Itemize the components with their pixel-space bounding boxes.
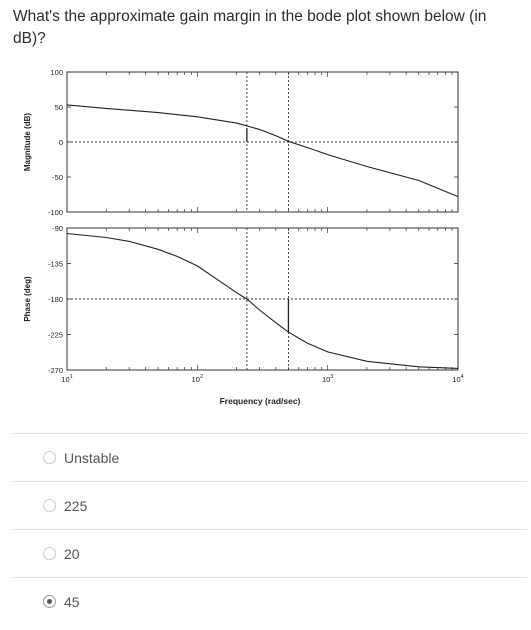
magnitude-panel: 100 50 0 -50 -100 Magnitude (dB) xyxy=(23,68,459,217)
y-tick-label: -180 xyxy=(48,295,63,304)
y-tick-label: -50 xyxy=(52,173,63,182)
option-225[interactable]: 225 xyxy=(13,481,527,529)
x-tick-label: 104 xyxy=(452,374,463,384)
answer-options: Unstable 225 20 45 xyxy=(13,433,527,625)
phase-panel: -90 -135 -180 -225 -270 Phase (deg) 101 102 103 1… xyxy=(23,224,464,384)
y-tick-label: 0 xyxy=(59,138,63,147)
y-tick-label: -100 xyxy=(48,208,63,217)
option-label: Unstable xyxy=(64,449,120,466)
radio-button[interactable] xyxy=(43,547,56,560)
response-curve xyxy=(66,232,459,369)
y-axis-label: Magnitude (dB) xyxy=(23,113,32,172)
radio-button[interactable] xyxy=(43,595,56,608)
frequency-axis-label: Frequency (rad/sec) xyxy=(220,396,301,406)
option-label: 20 xyxy=(64,545,80,562)
x-tick-label: 103 xyxy=(322,374,333,384)
x-tick-label: 101 xyxy=(61,374,72,384)
x-tick-label: 102 xyxy=(192,374,203,384)
option-20[interactable]: 20 xyxy=(13,529,527,577)
y-tick-label: -270 xyxy=(48,366,63,375)
y-tick-label: 100 xyxy=(50,68,63,77)
y-tick-label: -225 xyxy=(48,331,63,340)
y-tick-label: -135 xyxy=(48,260,63,269)
radio-button[interactable] xyxy=(43,499,56,512)
radio-button[interactable] xyxy=(43,451,56,464)
option-label: 225 xyxy=(64,497,88,514)
option-label: 45 xyxy=(64,593,80,610)
y-tick-label: -90 xyxy=(52,224,63,233)
y-axis-label: Phase (deg) xyxy=(23,276,32,322)
response-curve xyxy=(66,104,459,198)
y-tick-label: 50 xyxy=(55,103,63,112)
question-text: What's the approximate gain margin in th… xyxy=(13,8,487,47)
option-45[interactable]: 45 xyxy=(13,577,527,625)
option-unstable[interactable]: Unstable xyxy=(13,433,527,481)
